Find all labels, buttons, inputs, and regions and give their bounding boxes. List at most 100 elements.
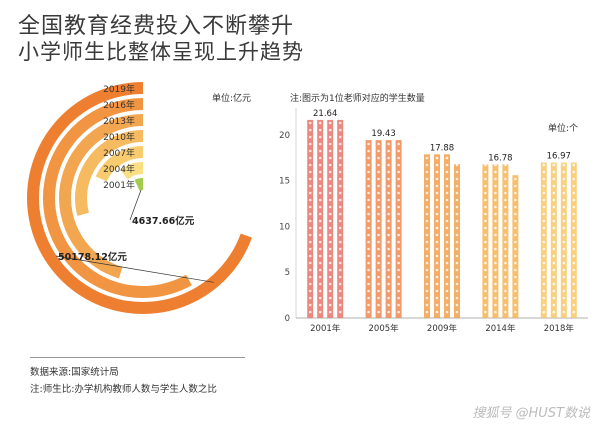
person-glyph <box>328 254 332 258</box>
watermark: 搜狐号 @HUST数说 <box>472 406 590 421</box>
person-glyph <box>308 142 312 146</box>
person-glyph <box>552 275 556 279</box>
person-glyph <box>367 268 370 272</box>
person-glyph <box>494 205 497 209</box>
bar-value-label: 16.97 <box>547 152 571 162</box>
person-glyph <box>377 170 380 174</box>
person-glyph <box>328 233 332 237</box>
person-glyph <box>562 170 566 174</box>
person-glyph <box>387 303 390 307</box>
person-glyph <box>367 261 370 265</box>
person-glyph <box>338 289 342 293</box>
person-glyph <box>572 191 576 195</box>
person-glyph <box>542 310 546 314</box>
person-glyph <box>552 212 556 216</box>
person-glyph <box>562 212 566 216</box>
person-glyph <box>572 219 576 223</box>
person-glyph <box>445 275 449 279</box>
person-glyph <box>328 310 332 314</box>
person-glyph <box>455 254 459 258</box>
person-glyph <box>308 128 312 132</box>
radial-arc <box>75 130 144 216</box>
person-glyph <box>552 163 556 167</box>
person-glyph <box>542 233 546 237</box>
person-glyph <box>484 226 487 230</box>
person-glyph <box>377 156 380 160</box>
person-glyph <box>367 219 370 223</box>
bar <box>550 162 557 318</box>
person-glyph <box>494 191 497 195</box>
person-glyph <box>494 247 497 251</box>
person-glyph <box>387 170 390 174</box>
person-glyph <box>484 219 487 223</box>
person-glyph <box>397 261 400 265</box>
person-glyph <box>514 289 517 293</box>
person-glyph <box>445 163 449 167</box>
person-glyph <box>572 240 576 244</box>
person-glyph <box>425 156 429 160</box>
person-glyph <box>328 128 332 132</box>
person-glyph <box>318 240 322 244</box>
person-glyph <box>338 156 342 160</box>
person-glyph <box>552 303 556 307</box>
person-glyph <box>445 240 449 244</box>
person-glyph <box>514 282 517 286</box>
bar-note: 注:图示为1位老师对应的学生数量 <box>290 94 425 104</box>
person-glyph <box>542 205 546 209</box>
person-glyph <box>552 205 556 209</box>
radial-unit-label: 单位:亿元 <box>212 94 252 104</box>
person-glyph <box>308 177 312 181</box>
person-glyph <box>514 219 517 223</box>
person-glyph <box>445 296 449 300</box>
person-glyph <box>338 135 342 139</box>
person-glyph <box>308 261 312 265</box>
person-glyph <box>397 226 400 230</box>
person-glyph <box>572 184 576 188</box>
person-glyph <box>318 198 322 202</box>
footer-divider <box>30 357 245 358</box>
person-glyph <box>562 310 566 314</box>
person-glyph <box>504 163 507 167</box>
person-glyph <box>338 254 342 258</box>
person-glyph <box>318 191 322 195</box>
person-glyph <box>397 275 400 279</box>
person-glyph <box>338 268 342 272</box>
person-glyph <box>397 289 400 293</box>
person-glyph <box>455 310 459 314</box>
person-glyph <box>455 170 459 174</box>
person-glyph <box>425 226 429 230</box>
person-glyph <box>338 282 342 286</box>
person-glyph <box>504 198 507 202</box>
person-glyph <box>455 198 459 202</box>
person-glyph <box>308 170 312 174</box>
person-glyph <box>542 254 546 258</box>
page-title: 全国教育经费投入不断攀升 <box>18 14 295 39</box>
person-glyph <box>397 212 400 216</box>
person-glyph <box>387 156 390 160</box>
person-glyph <box>562 198 566 202</box>
person-glyph <box>308 247 312 251</box>
person-glyph <box>455 233 459 237</box>
person-glyph <box>387 219 390 223</box>
person-glyph <box>425 219 429 223</box>
person-glyph <box>318 275 322 279</box>
person-glyph <box>445 170 449 174</box>
person-glyph <box>328 191 332 195</box>
person-glyph <box>318 212 322 216</box>
person-glyph <box>562 205 566 209</box>
person-glyph <box>367 163 370 167</box>
person-glyph <box>484 170 487 174</box>
person-glyph <box>425 289 429 293</box>
person-glyph <box>504 261 507 265</box>
person-glyph <box>377 303 380 307</box>
person-glyph <box>377 226 380 230</box>
person-glyph <box>328 142 332 146</box>
person-glyph <box>338 247 342 251</box>
bar <box>307 119 314 319</box>
person-glyph <box>562 226 566 230</box>
person-glyph <box>542 275 546 279</box>
person-glyph <box>562 303 566 307</box>
y-tick-label: 0 <box>285 314 290 324</box>
person-glyph <box>455 289 459 293</box>
person-glyph <box>455 226 459 230</box>
